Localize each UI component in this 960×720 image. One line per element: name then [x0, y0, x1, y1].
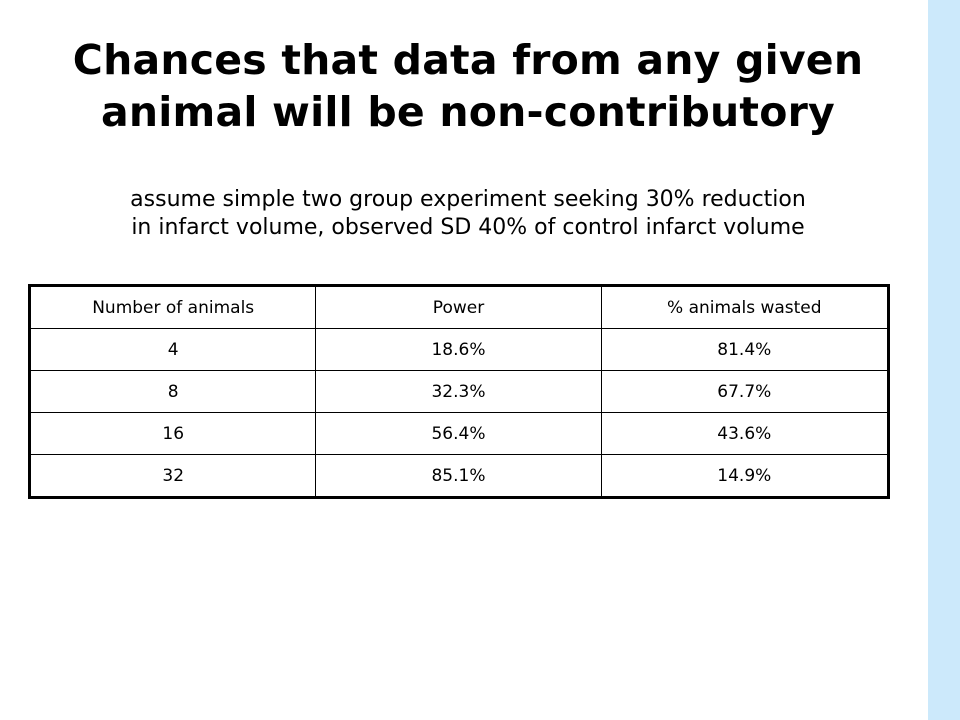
table-row: 16 56.4% 43.6% — [28, 412, 890, 455]
header-power: Power — [315, 285, 602, 329]
cell-animals-wasted: 43.6% — [600, 412, 890, 455]
table-header-row: Number of animals Power % animals wasted — [28, 285, 890, 329]
side-accent-strip — [928, 0, 960, 720]
subtitle-line-1: assume simple two group experiment seeki… — [130, 187, 806, 212]
table-row: 8 32.3% 67.7% — [28, 370, 890, 413]
cell-power: 18.6% — [315, 328, 602, 371]
power-table: Number of animals Power % animals wasted… — [28, 284, 890, 499]
cell-animals-wasted: 81.4% — [600, 328, 890, 371]
cell-number-of-animals: 8 — [28, 370, 317, 413]
slide-title: Chances that data from any given animal … — [72, 36, 864, 136]
cell-number-of-animals: 16 — [28, 412, 317, 455]
header-number-of-animals: Number of animals — [28, 285, 317, 329]
cell-animals-wasted: 67.7% — [600, 370, 890, 413]
cell-animals-wasted: 14.9% — [600, 454, 890, 498]
slide-subtitle: assume simple two group experiment seeki… — [20, 186, 916, 242]
subtitle-line-2: in infarct volume, observed SD 40% of co… — [131, 215, 805, 240]
header-animals-wasted: % animals wasted — [600, 285, 890, 329]
cell-power: 56.4% — [315, 412, 602, 455]
cell-power: 85.1% — [315, 454, 602, 498]
cell-number-of-animals: 32 — [28, 454, 317, 498]
cell-number-of-animals: 4 — [28, 328, 317, 371]
table-row: 4 18.6% 81.4% — [28, 328, 890, 371]
table-row: 32 85.1% 14.9% — [28, 454, 890, 498]
cell-power: 32.3% — [315, 370, 602, 413]
